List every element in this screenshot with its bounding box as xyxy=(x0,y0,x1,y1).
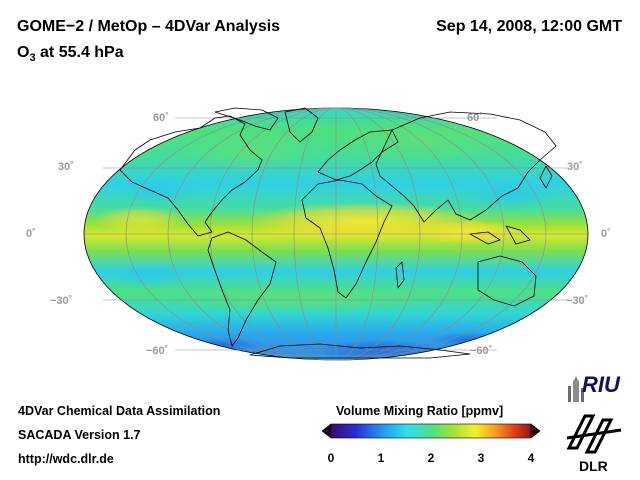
colorbar-tick-3: 3 xyxy=(477,451,485,465)
lat-label-right-30: 30˚ xyxy=(567,161,583,173)
colorbar-tick-1: 1 xyxy=(377,451,385,465)
colorbar-title: Volume Mixing Ratio [ppmv] xyxy=(336,404,504,418)
datetime-label: Sep 14, 2008, 12:00 GMT xyxy=(436,18,622,35)
dlr-logo-text: DLR xyxy=(579,458,608,474)
subtitle-species: O xyxy=(17,44,30,61)
colorbar-tick-0: 0 xyxy=(327,451,335,465)
map-title: GOME−2 / MetOp – 4DVar Analysis xyxy=(17,18,281,35)
lat-label-left-60: 60˚ xyxy=(153,112,169,124)
coastlines xyxy=(119,107,557,359)
lat-label-left-0: 0˚ xyxy=(26,228,36,240)
lat-label-left-minus60: −60˚ xyxy=(146,345,169,357)
riu-logo-text: RIU xyxy=(582,372,620,397)
graticule xyxy=(83,107,589,361)
lat-label-right-minus30: −30˚ xyxy=(566,295,589,307)
footer-line-2: SACADA Version 1.7 xyxy=(18,428,141,442)
lat-label-left-30: 30˚ xyxy=(58,161,74,173)
footer-line-1: 4DVar Chemical Data Assimilation xyxy=(18,404,221,418)
lat-label-right-60: 60˚ xyxy=(467,112,483,124)
lat-label-left-minus30: −30˚ xyxy=(50,295,73,307)
colorbar-tick-2: 2 xyxy=(427,451,435,465)
subtitle-level: at 55.4 hPa xyxy=(35,44,124,61)
riu-logo: RIU xyxy=(566,372,630,406)
footer-url: http://wdc.dlr.de xyxy=(18,452,114,466)
subtitle-subscript: 3 xyxy=(29,52,36,65)
riu-logo-icon xyxy=(568,376,584,402)
dlr-logo-icon xyxy=(566,414,622,454)
lat-label-right-0: 0˚ xyxy=(601,228,611,240)
dlr-logo: DLR xyxy=(563,412,629,476)
lat-label-right-minus60: −60˚ xyxy=(470,345,493,357)
map-subtitle: O3 at 55.4 hPa xyxy=(17,44,124,64)
colorbar-tick-4: 4 xyxy=(527,451,535,465)
